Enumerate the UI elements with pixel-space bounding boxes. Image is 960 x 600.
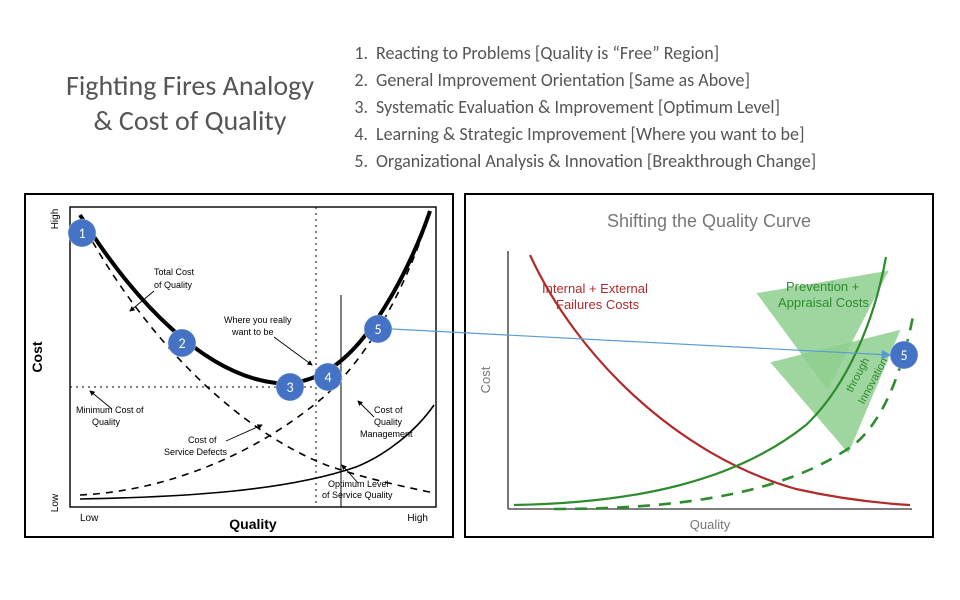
anno-r-2: Prevention + (786, 279, 859, 294)
anno-3: want to be (231, 327, 274, 337)
svg-text:Cost: Cost (29, 341, 45, 372)
right-title: Shifting the Quality Curve (607, 211, 811, 231)
anno-9: Quality (374, 417, 403, 427)
curve-total_cost (80, 211, 430, 383)
legend-text-5: Organizational Analysis & Innovation [Br… (376, 148, 816, 175)
left-chart-svg: Cost Quality Low High Low High Total Cost of Qu… (26, 195, 452, 536)
legend-num-4: 4. (350, 121, 376, 148)
anno-5: Quality (92, 417, 121, 427)
anno-r-0: Internal + External (542, 281, 648, 296)
anno-r-1: Failures Costs (556, 297, 640, 312)
marker-2: 2 (168, 329, 196, 357)
legend-text-3: Systematic Evaluation & Improvement [Opt… (376, 94, 780, 121)
svg-text:Low: Low (80, 513, 99, 524)
anno-1: of Quality (154, 280, 193, 290)
anno-0: Total Cost (154, 267, 195, 277)
title-line2: & Cost of Quality (94, 103, 287, 138)
anno-8: Cost of (374, 405, 403, 415)
svg-text:5: 5 (374, 321, 381, 338)
svg-text:2: 2 (178, 335, 185, 352)
legend-num-1: 1. (350, 40, 376, 67)
anno-12: of Service Quality (322, 490, 393, 500)
svg-text:Quality: Quality (690, 517, 731, 532)
svg-text:3: 3 (286, 379, 293, 396)
svg-text:Quality: Quality (229, 516, 277, 532)
page-title: Fighting Fires Analogy & Cost of Quality (40, 40, 340, 138)
legend-text-2: General Improvement Orientation [Same as… (376, 67, 750, 94)
legend-list: 1.Reacting to Problems [Quality is “Free… (340, 40, 920, 175)
marker-5: 5 (890, 341, 918, 369)
svg-text:Cost: Cost (478, 366, 493, 393)
anno-4: Minimum Cost of (76, 405, 144, 415)
legend-text-4: Learning & Strategic Improvement [Where … (376, 121, 804, 148)
legend-num-3: 3. (350, 94, 376, 121)
marker-3: 3 (276, 373, 304, 401)
svg-text:5: 5 (900, 347, 907, 364)
anno-arrow-3 (226, 425, 262, 441)
anno-2: Where you really (224, 315, 292, 325)
left-chart-panel: Cost Quality Low High Low High Total Cost of Qu… (24, 193, 454, 538)
svg-text:Low: Low (50, 493, 61, 512)
anno-r-3: Appraisal Costs (778, 295, 870, 310)
curve-service_defects (80, 219, 434, 493)
marker-5: 5 (364, 315, 392, 343)
anno-arrow-4 (358, 401, 374, 417)
anno-11: Optimum Level (328, 479, 389, 489)
legend-num-5: 5. (350, 148, 376, 175)
svg-text:High: High (50, 209, 61, 230)
right-chart-panel: Shifting the Quality Curve Cost Quality Int… (464, 193, 934, 538)
legend-num-2: 2. (350, 67, 376, 94)
svg-text:High: High (407, 513, 428, 524)
right-chart-svg: Shifting the Quality Curve Cost Quality Int… (466, 195, 932, 536)
curve-prevention_green_dashed (554, 311, 914, 509)
marker-4: 4 (314, 363, 342, 391)
title-line1: Fighting Fires Analogy (66, 68, 314, 103)
marker-1: 1 (68, 219, 96, 247)
legend-text-1: Reacting to Problems [Quality is “Free” … (376, 40, 719, 67)
anno-arrow-1 (274, 337, 312, 365)
svg-text:1: 1 (78, 225, 85, 242)
svg-text:4: 4 (324, 369, 331, 386)
curve-quality_mgmt (80, 213, 430, 495)
anno-10: Management (360, 429, 413, 439)
anno-7: Service Defects (164, 447, 228, 457)
anno-6: Cost of (188, 435, 217, 445)
